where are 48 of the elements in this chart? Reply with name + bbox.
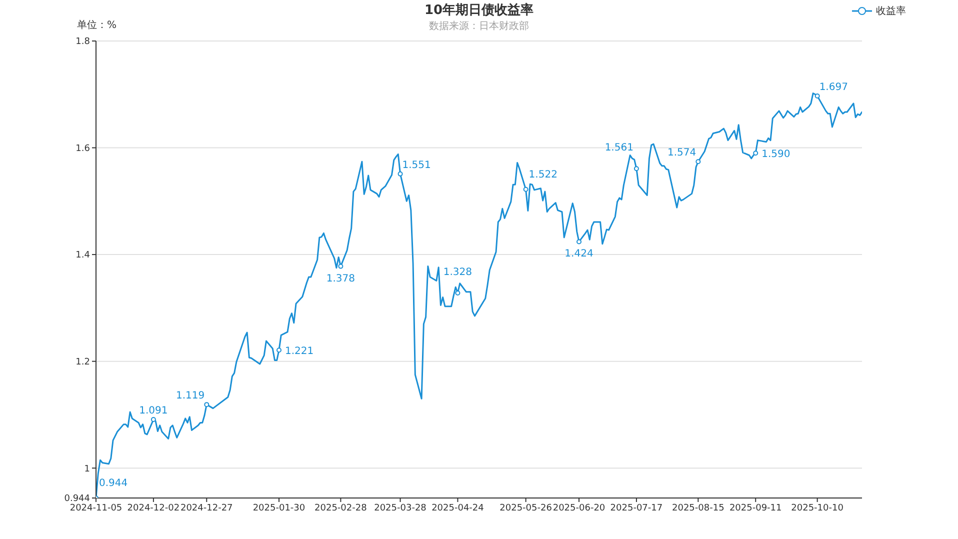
point xyxy=(276,348,282,353)
y-tick-label: 1.4 xyxy=(76,250,90,261)
data-label: 1.424 xyxy=(564,248,594,260)
x-tick-label: 2025-06-20 xyxy=(552,503,606,514)
point xyxy=(204,402,210,408)
x-tick-label: 2025-05-26 xyxy=(500,503,552,514)
y-tick-label: 1.6 xyxy=(76,144,90,154)
data-label: 1.378 xyxy=(326,273,356,284)
legend-label: 收益率 xyxy=(876,4,906,18)
x-tick-label: 2025-07-17 xyxy=(610,503,663,514)
chart-title: 10年期日债收益率 xyxy=(424,3,534,18)
x-tick-label: 2025-03-28 xyxy=(374,503,427,514)
x-tick-label: 2025-09-11 xyxy=(729,503,782,514)
x-tick-label: 2024-12-02 xyxy=(127,503,180,514)
y-tick-label: 0.944 xyxy=(64,494,90,504)
point xyxy=(523,186,528,192)
data-label: 1.590 xyxy=(762,149,790,160)
point xyxy=(150,417,156,422)
y-tick-label: 1.8 xyxy=(76,37,90,48)
point xyxy=(576,239,582,244)
point xyxy=(338,264,344,269)
y-tick-label: 1 xyxy=(84,464,90,474)
data-label: 1.551 xyxy=(402,160,431,171)
y-axis-title: 单位：% xyxy=(77,18,117,32)
x-tick-label: 2025-08-15 xyxy=(672,503,724,514)
data-label: 1.119 xyxy=(176,390,205,402)
point xyxy=(753,150,758,156)
y-tick-label: 1.2 xyxy=(76,358,90,368)
chart-subtitle: 数据来源：日本财政部 xyxy=(429,21,529,32)
data-label: 1.561 xyxy=(604,142,634,154)
data-label: 1.328 xyxy=(443,266,472,278)
point xyxy=(814,93,820,98)
x-tick-label: 2025-10-10 xyxy=(791,503,844,514)
point xyxy=(398,171,403,176)
data-label: 0.944 xyxy=(99,478,128,489)
x-tick-label: 2025-01-30 xyxy=(252,503,306,514)
x-tick-label: 2024-11-05 xyxy=(70,503,122,514)
data-label: 1.697 xyxy=(819,82,848,93)
x-tick-label: 2025-02-28 xyxy=(314,503,368,514)
point xyxy=(455,290,460,296)
data-label: 1.522 xyxy=(528,169,558,180)
point xyxy=(634,166,639,172)
point xyxy=(696,159,701,164)
x-tick-label: 2025-04-24 xyxy=(432,503,484,514)
data-label: 1.221 xyxy=(284,346,314,358)
x-tick-label: 2024-12-27 xyxy=(180,503,233,514)
data-label: 1.091 xyxy=(139,406,168,417)
data-label: 1.574 xyxy=(668,148,696,159)
